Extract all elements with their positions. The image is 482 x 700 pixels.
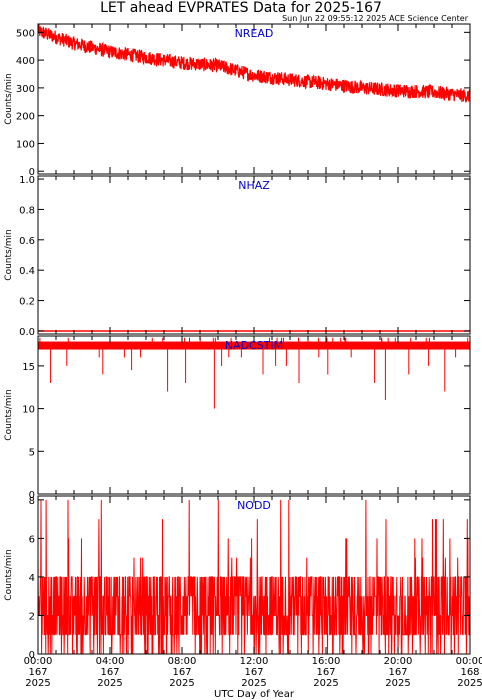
x-tick-day: 168: [460, 667, 479, 678]
panel-label: NREAD: [235, 27, 274, 40]
timestamp: Sun Jun 22 09:55:12 2025 ACE Science Cen…: [282, 14, 468, 23]
y-tick-label: 0: [29, 490, 35, 501]
y-tick-label: 10: [22, 405, 35, 416]
x-tick-time: 20:00: [384, 656, 413, 667]
x-tick-day: 167: [28, 667, 47, 678]
x-tick-year: 2025: [97, 678, 122, 689]
y-tick-label: 200: [16, 112, 35, 123]
x-tick-year: 2025: [385, 678, 410, 689]
y-tick-label: 0: [29, 650, 35, 661]
panel-nadcstim: 0 5 10 15 Counts/min NADCSTIM: [4, 335, 471, 501]
x-tick-day: 167: [100, 667, 119, 678]
panel-frame: [37, 175, 471, 335]
x-axis-label: UTC Day of Year: [214, 689, 295, 700]
x-tick-day: 167: [316, 667, 335, 678]
x-tick-day: 167: [388, 667, 407, 678]
panel-nhaz: 0.0 0.2 0.4 0.6 0.8 1.0 Counts/min NHAZ: [4, 175, 471, 338]
x-tick-year: 2025: [25, 678, 50, 689]
y-tick-label: 400: [16, 56, 35, 67]
x-tick-time: 12:00: [240, 656, 269, 667]
x-tick-year: 2025: [313, 678, 338, 689]
y-tick-label: 2: [29, 611, 35, 622]
y-axis-label: Counts/min: [4, 389, 14, 440]
panel-label: NHAZ: [238, 179, 270, 192]
panel-nodd: 0 2 4 6 8 Counts/min NODD: [4, 495, 471, 661]
y-axis-label: Counts/min: [4, 229, 14, 280]
y-tick-label: 300: [16, 84, 35, 95]
series-group: [38, 499, 470, 654]
y-tick-label: 100: [16, 139, 35, 150]
panel-nread: 0 100 200 300 400 500 Counts/min NREAD: [4, 23, 471, 178]
x-tick-time: 00:00: [456, 656, 482, 667]
y-tick-label: 5: [29, 447, 35, 458]
series-group: [38, 337, 470, 409]
y-tick-label: 500: [16, 28, 35, 39]
nread-line: [38, 24, 470, 103]
y-tick-label: 0: [29, 167, 35, 178]
series-group: [38, 24, 470, 103]
y-tick-label: 0.4: [19, 266, 35, 277]
y-tick-label: 0.2: [19, 297, 35, 308]
x-tick-time: 16:00: [312, 656, 341, 667]
page-title: LET ahead EVPRATES Data for 2025-167: [100, 0, 382, 16]
y-tick-label: 15: [22, 362, 35, 373]
y-tick-label: 0.0: [19, 327, 35, 338]
nodd-line: [38, 499, 470, 654]
panel-label: NADCSTIM: [225, 339, 283, 352]
y-axis-label: Counts/min: [4, 73, 14, 124]
panel-label: NODD: [237, 499, 271, 512]
y-tick-label: 6: [29, 534, 35, 545]
x-tick-year: 2025: [457, 678, 482, 689]
y-tick-label: 0.8: [19, 205, 35, 216]
y-tick-label: 1.0: [19, 175, 35, 186]
x-tick-day: 167: [244, 667, 263, 678]
x-tick-time: 04:00: [96, 656, 125, 667]
y-tick-label: 0.6: [19, 236, 35, 247]
x-tick-time: 00:00: [24, 656, 53, 667]
x-tick-year: 2025: [169, 678, 194, 689]
x-tick-day: 167: [172, 667, 191, 678]
nadcstim-band: [38, 341, 470, 350]
x-tick-time: 08:00: [168, 656, 197, 667]
y-tick-label: 8: [29, 496, 35, 507]
y-tick-label: 4: [29, 573, 35, 584]
x-axis: 00:00167202504:00167202508:00167202512:0…: [24, 656, 482, 700]
y-axis-label: Counts/min: [4, 549, 14, 600]
x-tick-year: 2025: [241, 678, 266, 689]
